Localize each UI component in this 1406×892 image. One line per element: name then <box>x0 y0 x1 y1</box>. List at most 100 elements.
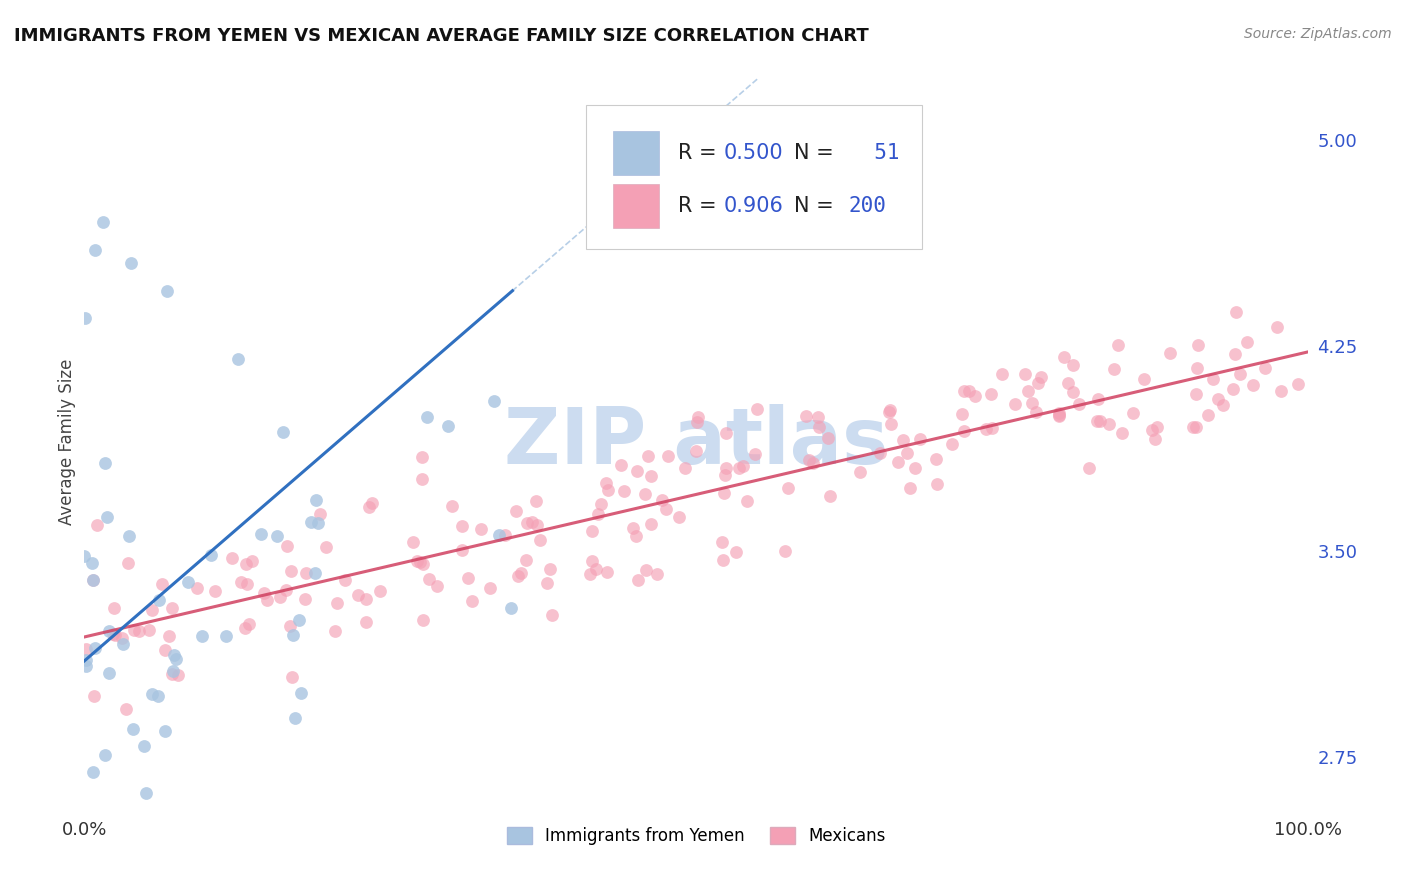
Point <box>626 464 648 478</box>
Point <box>335 573 357 587</box>
Point <box>1031 370 1053 384</box>
Point <box>714 461 737 475</box>
Point <box>1206 392 1229 407</box>
Point <box>541 607 564 622</box>
Point <box>1017 384 1039 398</box>
Point <box>1254 360 1277 375</box>
Point <box>515 553 537 567</box>
Point <box>101 626 124 640</box>
Point <box>288 613 311 627</box>
Text: R =: R = <box>678 143 723 163</box>
Point <box>974 422 997 436</box>
Point <box>773 544 796 558</box>
Point <box>879 403 901 417</box>
Point <box>86 518 108 533</box>
Point <box>305 493 328 508</box>
Point <box>357 500 380 514</box>
Point <box>925 451 948 466</box>
Point <box>801 456 824 470</box>
Point <box>276 539 298 553</box>
Point <box>122 623 145 637</box>
Text: IMMIGRANTS FROM YEMEN VS MEXICAN AVERAGE FAMILY SIZE CORRELATION CHART: IMMIGRANTS FROM YEMEN VS MEXICAN AVERAGE… <box>14 27 869 45</box>
Point <box>73 549 96 563</box>
Point <box>97 666 120 681</box>
Point <box>134 739 156 753</box>
Point <box>1185 360 1208 375</box>
Point <box>186 582 208 596</box>
Point <box>354 615 377 629</box>
Point <box>510 566 533 580</box>
Legend: Immigrants from Yemen, Mexicans: Immigrants from Yemen, Mexicans <box>501 820 891 852</box>
Point <box>405 554 427 568</box>
Text: 0.500: 0.500 <box>724 143 783 163</box>
Point <box>1270 384 1292 398</box>
Point <box>153 723 176 738</box>
Point <box>991 368 1014 382</box>
Text: N =: N = <box>794 196 841 216</box>
Point <box>118 529 141 543</box>
Text: 51: 51 <box>849 143 900 163</box>
Point <box>621 521 644 535</box>
Point <box>796 409 818 423</box>
Point <box>190 629 212 643</box>
Point <box>645 566 668 581</box>
Point <box>744 447 766 461</box>
Point <box>1187 338 1209 352</box>
Point <box>668 510 690 524</box>
Point <box>236 577 259 591</box>
Point <box>1122 406 1144 420</box>
Point <box>1236 334 1258 349</box>
Point <box>596 565 619 579</box>
Point <box>131 868 153 882</box>
Point <box>488 528 510 542</box>
Point <box>520 515 543 529</box>
Point <box>1159 346 1181 360</box>
Point <box>673 461 696 475</box>
Point <box>1056 376 1078 391</box>
Point <box>980 421 1002 435</box>
Point <box>347 588 370 602</box>
Point <box>478 581 501 595</box>
Point <box>1102 361 1125 376</box>
Point <box>688 409 710 424</box>
Point <box>280 564 302 578</box>
Point <box>122 722 145 736</box>
Point <box>135 785 157 799</box>
Point <box>640 516 662 531</box>
Point <box>745 401 768 416</box>
Point <box>685 443 707 458</box>
Point <box>640 469 662 483</box>
Point <box>150 576 173 591</box>
Point <box>506 569 529 583</box>
Point <box>138 623 160 637</box>
Point <box>284 711 307 725</box>
Point <box>200 548 222 562</box>
Point <box>1144 432 1167 446</box>
Point <box>426 579 449 593</box>
Point <box>898 481 921 495</box>
Point <box>516 516 538 531</box>
Point <box>295 566 318 580</box>
Point <box>896 446 918 460</box>
Point <box>457 571 479 585</box>
Point <box>807 420 830 434</box>
Point <box>1223 347 1246 361</box>
Text: 0.906: 0.906 <box>724 196 785 216</box>
Point <box>807 409 830 424</box>
Point <box>1085 414 1108 428</box>
Point <box>416 409 439 424</box>
Point <box>94 747 117 762</box>
Point <box>589 497 612 511</box>
Point <box>280 670 302 684</box>
Point <box>716 425 738 440</box>
Point <box>256 593 278 607</box>
Point <box>494 528 516 542</box>
Point <box>153 642 176 657</box>
Point <box>114 702 136 716</box>
Point <box>1265 320 1288 334</box>
Point <box>160 601 183 615</box>
Point <box>817 431 839 445</box>
Point <box>1014 368 1036 382</box>
Point <box>904 461 927 475</box>
Point <box>710 535 733 549</box>
